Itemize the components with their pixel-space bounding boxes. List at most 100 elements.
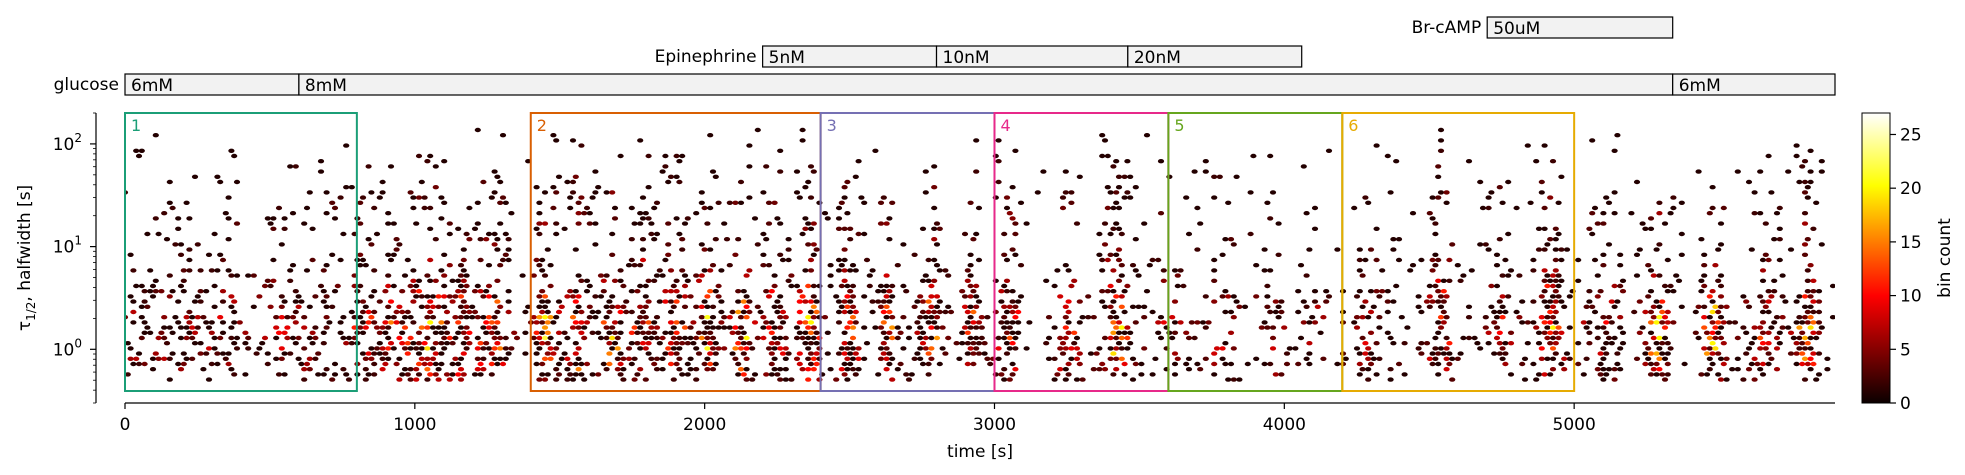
hexbin-cell	[1712, 335, 1719, 341]
hexbin-cell	[1748, 361, 1755, 367]
hexbin-cell	[796, 195, 803, 200]
hexbin-cell	[578, 278, 585, 283]
hexbin-cell	[1586, 320, 1593, 325]
hexbin-cell	[1664, 351, 1671, 356]
hexbin-cell	[805, 242, 812, 247]
hexbin-cell	[1605, 335, 1613, 341]
hexbin-cell	[1717, 221, 1725, 226]
hexbin-cell	[1617, 325, 1624, 330]
hexbin-cell	[886, 289, 893, 294]
hexbin-cell	[407, 335, 414, 341]
hexbin-cell	[438, 361, 445, 367]
hexbin-cell	[1597, 289, 1604, 294]
hexbin-cell	[385, 283, 392, 289]
hexbin-cell	[379, 346, 386, 351]
hexbin-cell	[1118, 335, 1125, 341]
hexbin-cell	[553, 346, 560, 351]
hexbin-cell	[651, 205, 658, 211]
hexbin-cell	[712, 341, 719, 346]
hexbin-cell	[1776, 226, 1783, 231]
hexbin-cell	[1325, 294, 1333, 299]
hexbin-cell	[214, 268, 221, 273]
hexbin-cell	[320, 330, 327, 335]
hexbin-cell	[894, 367, 901, 372]
hexbin-cell	[1171, 372, 1179, 377]
hexbin-cell	[799, 127, 806, 133]
hexbin-cell	[1723, 356, 1730, 361]
hexbin-cell	[1757, 346, 1764, 351]
hexbin-cell	[922, 315, 929, 320]
hexbin-cell	[919, 309, 927, 315]
hexbin-cell	[460, 278, 467, 283]
hexbin-cell	[1538, 315, 1545, 320]
hexbin-cell	[886, 361, 893, 367]
hexbin-cell	[1605, 200, 1613, 205]
hexbin-cell	[1594, 325, 1601, 330]
hexbin-cell	[547, 263, 554, 268]
hexbin-cell	[483, 330, 490, 335]
analysis-window	[1341, 112, 1576, 392]
hexbin-cell	[1297, 335, 1305, 341]
hexbin-cell	[491, 294, 498, 299]
hexbin-cell	[228, 304, 235, 309]
hexbin-cell	[401, 273, 409, 278]
hexbin-cell	[1804, 289, 1811, 294]
hexbin-cell	[1362, 257, 1369, 263]
hexbin-cell	[1068, 283, 1075, 289]
hexbin-cell	[1810, 351, 1817, 356]
hexbin-cell	[1113, 325, 1120, 330]
hexbin-cell	[625, 356, 633, 361]
hexbin-cell	[841, 309, 848, 315]
hexbin-cell	[933, 263, 941, 268]
hexbin-cell	[623, 299, 630, 304]
hexbin-cell	[533, 257, 540, 263]
hexbin-cell	[494, 278, 501, 283]
hexbin-cell	[875, 299, 882, 304]
hexbin-cell	[684, 278, 691, 283]
hexbin-cell	[1457, 278, 1464, 283]
hexbin-cell	[558, 356, 565, 361]
hexbin-cell	[455, 289, 462, 294]
hexbin-cell	[337, 320, 344, 325]
hexbin-cell	[1552, 341, 1559, 346]
hexbin-cell	[849, 263, 857, 268]
hexbin-cell	[438, 341, 445, 346]
hexbin-cell	[379, 190, 386, 195]
hexbin-cell	[1807, 325, 1814, 330]
hexbin-cell	[757, 309, 764, 315]
hexbin-cell	[1143, 133, 1151, 138]
hexbin-cell	[1717, 273, 1725, 278]
hexbin-cell	[231, 153, 238, 159]
hexbin-cell	[287, 351, 294, 356]
protocol-segment	[1672, 73, 1836, 96]
hexbin-cell	[970, 309, 977, 315]
y-tick-label: 102	[53, 131, 82, 155]
hexbin-cell	[415, 361, 423, 367]
hexbin-cell	[1141, 315, 1148, 320]
hexbin-cell	[1743, 330, 1750, 335]
hexbin-cell	[494, 237, 501, 242]
analysis-window-label: 4	[1000, 116, 1010, 135]
hexbin-cell	[1776, 330, 1783, 335]
hexbin-cell	[1418, 309, 1425, 315]
hexbin-cell	[1099, 257, 1106, 263]
hexbin-cell	[1633, 179, 1641, 185]
hexbin-cell	[1681, 361, 1688, 367]
hexbin-cell	[611, 216, 619, 221]
hexbin-cell	[1311, 299, 1319, 304]
hexbin-cell	[1118, 346, 1125, 351]
hexbin-cell	[925, 278, 932, 283]
hexbin-cell	[721, 325, 728, 330]
hexbin-cell	[782, 315, 789, 320]
hexbin-cell	[698, 200, 705, 205]
hexbin-cell	[357, 315, 364, 320]
hexbin-cell	[1177, 268, 1184, 273]
hexbin-cell	[236, 320, 243, 325]
hexbin-cell	[312, 325, 319, 330]
hexbin-cell	[1807, 315, 1814, 320]
hexbin-cell	[1384, 299, 1391, 304]
hexbin-cell	[1678, 231, 1685, 237]
hexbin-cell	[497, 304, 504, 309]
hexbin-cell	[141, 330, 148, 335]
hexbin-cell	[1110, 309, 1117, 315]
